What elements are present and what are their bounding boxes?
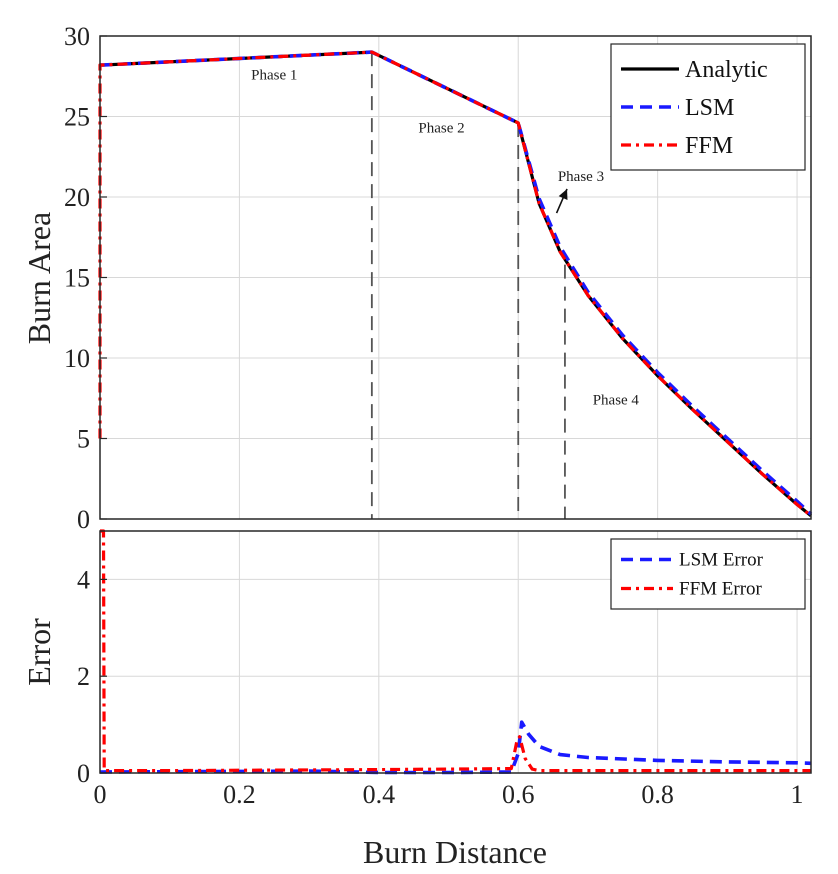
legend-box [610,538,806,610]
x-tick-label: 0.4 [363,780,396,809]
error-series [99,529,812,775]
legend-label: FFM Error [679,579,763,600]
y-tick-label: 0 [77,759,90,788]
y-tick-label: 2 [77,662,90,691]
error-panel: 0 2 4 0 0.2 0.4 0.6 0.8 1 Error Burn Distance L… [21,529,812,870]
legend-label: FFM [685,133,733,159]
series-line-ffm [98,50,813,518]
y-tick-label: 25 [64,103,90,132]
y-tick-label: 5 [77,425,90,454]
error-x-ticks: 0 0.2 0.4 0.6 0.8 1 [94,780,804,809]
x-tick-label: 0.6 [502,780,535,809]
phase-label: Phase 4 [593,393,640,409]
x-tick-label: 0 [94,780,107,809]
phase-3-arrowhead [558,188,568,200]
burn-area-legend: Analytic LSM FFM [610,43,806,171]
y-tick-label: 30 [64,22,90,51]
y-tick-label: 20 [64,183,90,212]
legend-label: Analytic [685,57,768,83]
series-line-lsm [100,50,813,516]
x-tick-label: 1 [791,780,804,809]
burn-area-y-ticks: 0 5 10 15 20 25 30 [64,22,107,534]
phase-label: Phase 2 [418,121,464,137]
phase-label: Phase 1 [251,67,297,83]
y-tick-label: 4 [77,565,90,594]
burn-area-series [98,50,813,518]
error-legend: LSM Error FFM Error [610,538,806,610]
series-line-lsm-error [99,720,812,775]
phase-label: Phase 3 [558,169,604,185]
phase-annotations: Phase 1 Phase 2 Phase 3 Phase 4 [251,67,639,408]
y-tick-label: 10 [64,344,90,373]
series-line-ffm-error [100,529,811,773]
error-xlabel: Burn Distance [363,834,547,870]
y-tick-label: 15 [64,264,90,293]
error-ylabel: Error [21,618,57,686]
error-y-ticks: 0 2 4 [77,565,107,788]
x-tick-label: 0.8 [641,780,674,809]
burn-area-ylabel: Burn Area [21,212,57,344]
y-tick-label: 0 [77,505,90,534]
phase-lines [370,52,566,519]
legend-label: LSM Error [679,550,764,571]
error-frame [99,530,812,774]
legend-label: LSM [685,95,734,121]
x-tick-label: 0.2 [223,780,256,809]
